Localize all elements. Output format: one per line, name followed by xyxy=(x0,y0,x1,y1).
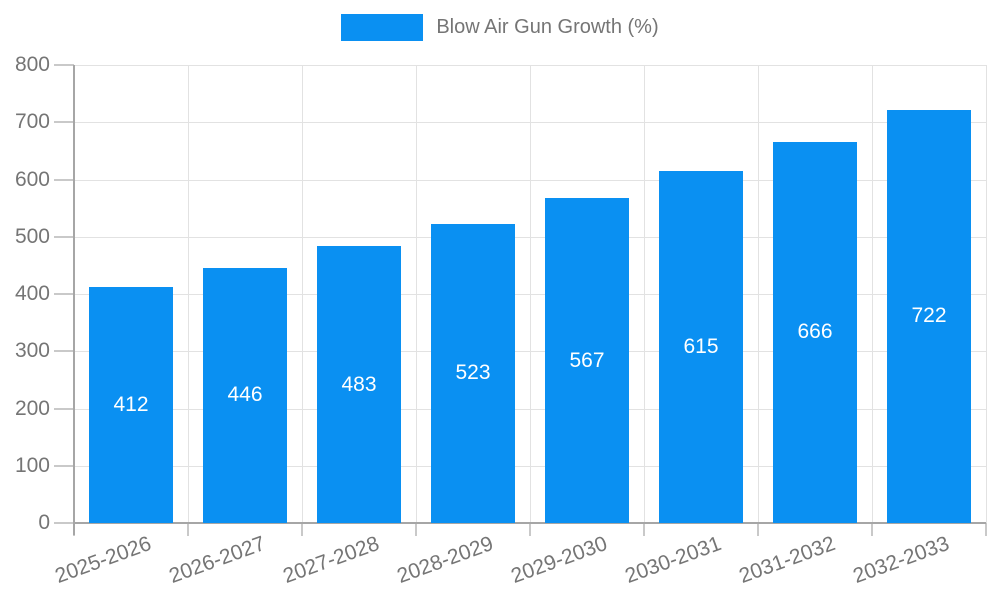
bar-2028-2029[interactable] xyxy=(431,223,515,523)
x-axis-tick xyxy=(643,523,645,536)
bar-2029-2030[interactable] xyxy=(545,198,629,523)
y-axis-tick xyxy=(54,235,74,238)
legend-container: Blow Air Gun Growth (%) xyxy=(0,14,1000,41)
legend-swatch-icon[interactable] xyxy=(341,14,424,41)
x-axis-category-label: 2032-2033 xyxy=(849,532,952,588)
bar-2032-2033[interactable] xyxy=(887,109,971,523)
x-gridline xyxy=(416,65,417,523)
x-axis-category-label: 2030-2031 xyxy=(621,532,724,588)
x-axis-tick xyxy=(415,523,417,536)
y-axis-tick-label: 700 xyxy=(14,110,50,134)
y-axis-tick xyxy=(54,350,74,353)
bar-2025-2026[interactable] xyxy=(89,287,173,523)
y-axis-tick-label: 0 xyxy=(38,511,50,534)
x-gridline xyxy=(986,65,987,523)
x-axis-category-label: 2031-2032 xyxy=(735,532,838,588)
y-axis-tick-label: 800 xyxy=(14,53,50,76)
y-axis-tick xyxy=(54,121,74,124)
y-axis-tick xyxy=(54,464,74,467)
x-axis-tick xyxy=(871,523,873,536)
x-gridline xyxy=(644,65,645,523)
bar-2026-2027[interactable] xyxy=(203,267,287,523)
y-axis-tick-label: 400 xyxy=(14,282,50,305)
bar-2030-2031[interactable] xyxy=(659,170,743,523)
x-axis-category-label: 2025-2026 xyxy=(51,532,154,588)
y-axis-tick-label: 200 xyxy=(14,396,50,420)
y-axis-tick xyxy=(54,178,74,181)
x-gridline xyxy=(530,65,531,523)
x-axis-category-label: 2028-2029 xyxy=(393,532,496,588)
x-axis-tick xyxy=(187,523,189,536)
y-axis-tick xyxy=(54,64,74,66)
x-gridline xyxy=(302,65,303,523)
x-axis-tick xyxy=(529,523,531,536)
x-axis-tick xyxy=(757,523,759,536)
y-axis-tick-label: 600 xyxy=(14,167,50,191)
y-axis-tick xyxy=(54,407,74,410)
y-axis-tick-label: 300 xyxy=(14,339,50,363)
x-axis-tick xyxy=(301,523,303,536)
x-gridline xyxy=(758,65,759,523)
x-gridline xyxy=(872,65,873,523)
y-axis-tick xyxy=(54,293,74,295)
x-axis-category-label: 2026-2027 xyxy=(165,532,268,588)
x-axis-line xyxy=(74,522,986,524)
y-axis-line xyxy=(73,65,75,535)
x-axis-category-label: 2027-2028 xyxy=(279,532,382,588)
x-axis-tick xyxy=(985,523,987,536)
x-gridline xyxy=(188,65,189,523)
bar-2027-2028[interactable] xyxy=(317,246,401,523)
bar-2031-2032[interactable] xyxy=(773,141,857,523)
legend-label: Blow Air Gun Growth (%) xyxy=(436,16,659,38)
y-axis-tick xyxy=(54,522,74,524)
y-axis-tick-label: 500 xyxy=(14,224,50,248)
y-axis-tick-label: 100 xyxy=(14,453,50,477)
x-axis-category-label: 2029-2030 xyxy=(507,532,610,588)
legend-item[interactable]: Blow Air Gun Growth (%) xyxy=(341,14,659,41)
